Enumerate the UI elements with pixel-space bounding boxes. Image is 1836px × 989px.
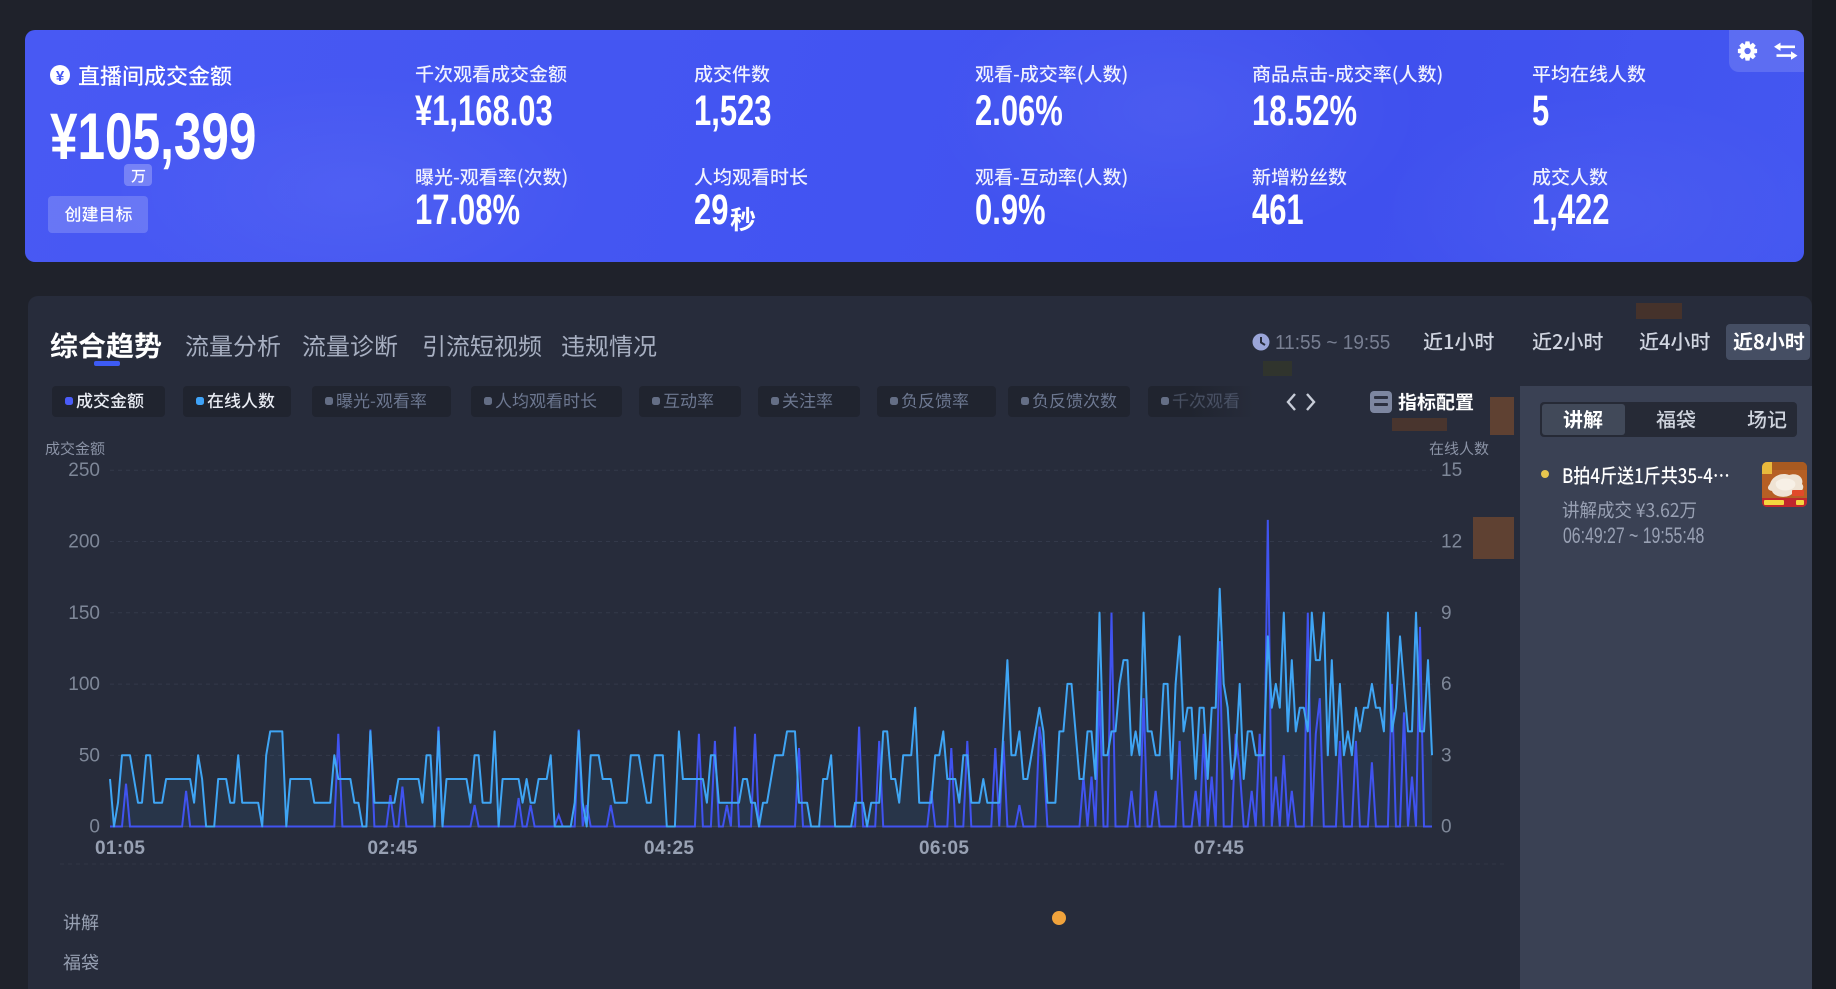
- svg-text:200: 200: [68, 532, 100, 553]
- svg-text:06:05: 06:05: [919, 838, 969, 859]
- svg-text:15: 15: [1441, 460, 1462, 481]
- svg-text:150: 150: [68, 603, 100, 624]
- svg-text:250: 250: [68, 460, 100, 481]
- svg-text:50: 50: [79, 745, 100, 766]
- svg-text:01:05: 01:05: [95, 838, 145, 859]
- svg-text:12: 12: [1441, 532, 1462, 553]
- svg-text:04:25: 04:25: [644, 838, 694, 859]
- svg-text:6: 6: [1441, 674, 1452, 695]
- svg-text:¥: ¥: [56, 68, 65, 85]
- svg-text:02:45: 02:45: [368, 838, 418, 859]
- svg-text:07:45: 07:45: [1194, 838, 1244, 859]
- svg-text:0: 0: [89, 817, 100, 838]
- svg-text:100: 100: [68, 674, 100, 695]
- svg-text:0: 0: [1441, 817, 1452, 838]
- svg-text:3: 3: [1441, 745, 1452, 766]
- svg-text:9: 9: [1441, 603, 1452, 624]
